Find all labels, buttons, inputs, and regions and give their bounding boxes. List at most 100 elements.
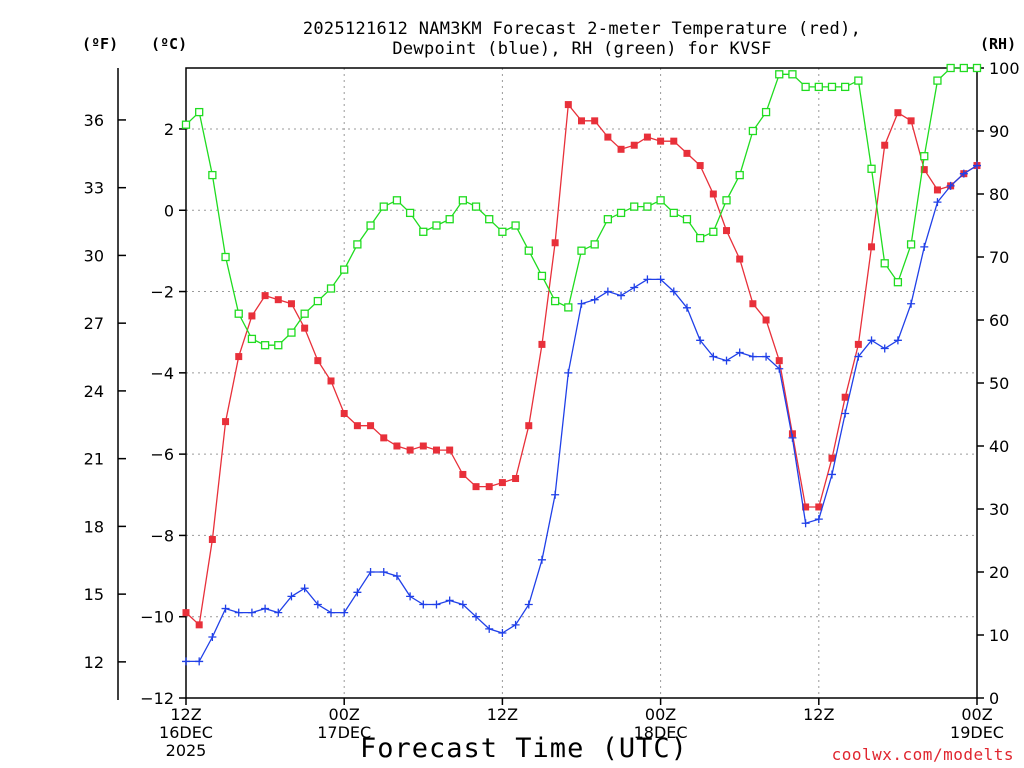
rh-unit-label: (RH) [980, 35, 1017, 53]
temperature-point [657, 137, 665, 145]
rh-point [458, 196, 468, 205]
dewpoint-point [182, 657, 190, 666]
dewpoint-point [564, 368, 573, 377]
dewpoint-point [630, 283, 639, 292]
dewpoint-point [841, 409, 850, 418]
rh-point [260, 341, 270, 350]
temperature-point [406, 446, 414, 454]
dewpoint-point [973, 161, 981, 170]
rh-point [537, 271, 547, 281]
dewpoint-point [603, 287, 612, 296]
dewpoint-point [762, 352, 771, 361]
dewpoint-point [511, 620, 520, 629]
rh-point [498, 227, 507, 236]
rh-tick-label: 20 [989, 563, 1009, 582]
rh-point [353, 240, 362, 249]
temperature-point [578, 117, 585, 125]
dewpoint-point [682, 303, 691, 312]
rh-point [933, 76, 942, 85]
temperature-point [881, 141, 889, 149]
rh-point [696, 233, 705, 243]
temperature-point [643, 133, 651, 141]
rh-point [577, 246, 586, 255]
dewpoint-point [959, 169, 968, 178]
temperature-point [353, 422, 361, 430]
temperature-point [736, 255, 744, 263]
temperature-point [683, 149, 691, 157]
dewpoint-point [274, 608, 283, 617]
x-tick-label: 00Z [645, 705, 676, 724]
temperature-point [762, 316, 770, 324]
rh-tick-label: 60 [989, 311, 1009, 330]
temperature-point [195, 621, 203, 629]
rh-point [234, 309, 243, 318]
rh-point [326, 284, 336, 293]
dewpoint-point [880, 344, 889, 353]
temperature-point [538, 340, 546, 348]
x-tick-label: 19DEC [950, 723, 1004, 742]
plot-frame [185, 67, 978, 699]
temperature-point [604, 133, 612, 141]
dewpoint-point [445, 596, 454, 605]
temperature-point [564, 101, 572, 109]
rh-tick-label: 100 [989, 59, 1020, 78]
credit-link[interactable]: coolwx.com/modelts [831, 745, 1014, 764]
temperature-point [235, 353, 243, 361]
temperature-point [301, 324, 309, 332]
dewpoint-point [590, 295, 599, 304]
dewpoint-point [748, 352, 757, 361]
rh-point [300, 309, 309, 318]
rh-point [867, 164, 876, 173]
rh-point [946, 63, 955, 73]
dewpoint-point [458, 600, 467, 609]
rh-point [959, 63, 968, 73]
rh-point [195, 107, 204, 117]
rh-point [379, 202, 388, 211]
temperature-point [419, 442, 427, 450]
fahrenheit-tick-label: 33 [84, 179, 104, 198]
rh-point [761, 107, 771, 117]
dewpoint-point [432, 600, 441, 609]
temperature-point [287, 300, 295, 308]
temperature-point [485, 483, 493, 491]
rh-point [511, 221, 520, 230]
dewpoint-point [907, 299, 916, 308]
temperature-point [472, 483, 480, 491]
rh-point [419, 227, 428, 236]
dewpoint-point [669, 287, 678, 296]
temperature-point [788, 430, 796, 438]
x-tick-label: 00Z [961, 705, 992, 724]
x-tick-label: 12Z [803, 705, 834, 724]
celsius-unit-label: (ºC) [151, 35, 188, 53]
rh-point [814, 82, 823, 92]
dewpoint-point [406, 592, 415, 601]
rh-point [669, 208, 678, 218]
x-tick-label: 12Z [170, 705, 201, 724]
celsius-tick-label: 0 [164, 201, 174, 220]
rh-point [616, 208, 626, 218]
series-line-2-meter-temperature [185, 102, 978, 627]
rh-point [445, 215, 454, 224]
fahrenheit-tick-label: 27 [84, 314, 104, 333]
temperature-point [551, 239, 559, 247]
rh-point [906, 240, 916, 249]
dewpoint-point [327, 608, 336, 617]
rh-point [485, 215, 494, 224]
temperature-point [630, 141, 638, 149]
dewpoint-point [722, 356, 731, 365]
rh-point [880, 259, 889, 268]
dewpoint-point [472, 612, 481, 621]
temperature-point [723, 227, 731, 235]
dewpoint-point [946, 181, 955, 190]
temperature-point [617, 145, 625, 153]
rh-point [221, 252, 230, 262]
rh-point [656, 196, 665, 205]
rh-point [682, 215, 692, 224]
rh-point [735, 170, 744, 180]
chart-title-line-2: Dewpoint (blue), RH (green) for KVSF [392, 39, 772, 59]
x-tick-label: 2025 [166, 741, 207, 760]
temperature-point [512, 475, 520, 483]
dewpoint-point [234, 608, 243, 617]
temperature-point [432, 446, 440, 454]
